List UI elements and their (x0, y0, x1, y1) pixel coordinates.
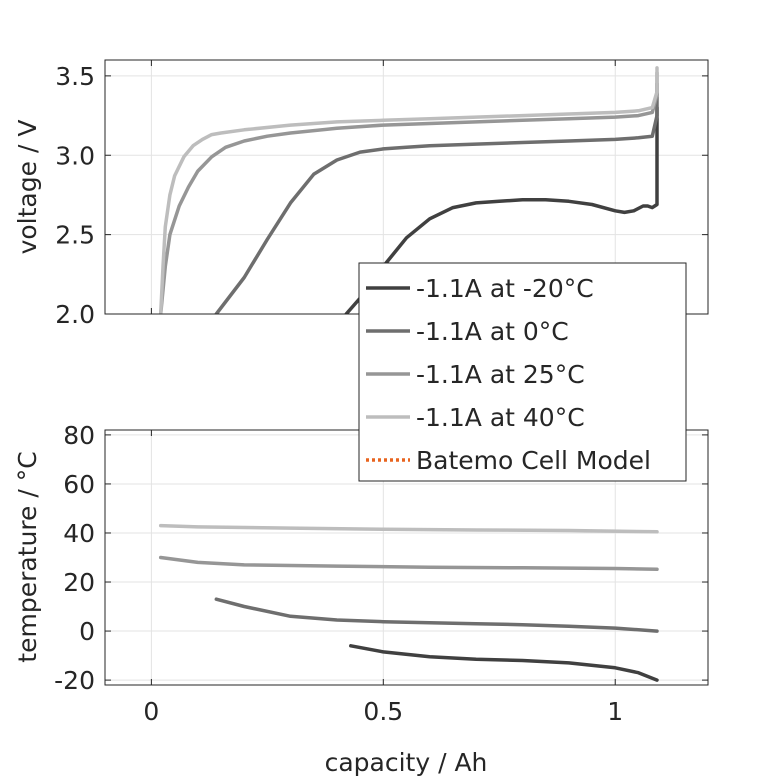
voltage-series (158, 66, 659, 314)
temperature-x-tick-label: 1 (607, 697, 623, 726)
temperature-y-tick-label: 0 (79, 617, 95, 646)
voltage-series-line-1-1a-at-0-c (214, 82, 659, 314)
legend-label: -1.1A at -20°C (416, 274, 594, 303)
temperature-y-tick-label: 60 (63, 470, 95, 499)
legend-label: Batemo Cell Model (416, 446, 651, 475)
legend: -1.1A at -20°C -1.1A at 0°C -1.1A at 25°C -… (358, 262, 687, 482)
capacity-axis-title: capacity / Ah (325, 748, 488, 777)
temperature-series (158, 523, 659, 682)
temperature-series-line-1-1a-at-25-c (158, 555, 659, 572)
voltage-y-tick-label: 2.5 (55, 221, 95, 250)
legend-label: -1.1A at 25°C (416, 360, 585, 389)
temperature-series-line-1-1a-at-0-c (214, 597, 659, 633)
temperature-series-line-1-1a-at-40-c (158, 523, 659, 534)
legend-box (358, 262, 687, 482)
voltage-series-line-1-1a-at-20-c (344, 105, 659, 314)
temperature-y-tick-label: 20 (63, 568, 95, 597)
temperature-axis-title: temperature / °C (13, 451, 42, 662)
temperature-y-tick-label: 80 (63, 421, 95, 450)
legend-label: -1.1A at 40°C (416, 403, 585, 432)
voltage-y-tick-label: 2.0 (55, 300, 95, 329)
temperature-y-tick-label: -20 (54, 666, 95, 695)
voltage-y-tick-label: 3.0 (55, 141, 95, 170)
temperature-x-tick-label: 0.5 (363, 697, 403, 726)
voltage-series-line-1-1a-at-40-c (158, 66, 659, 314)
temperature-y-tick-label: 40 (63, 519, 95, 548)
voltage-axis-title: voltage / V (13, 120, 42, 255)
voltage-ticks: 2.0 2.5 3.0 3.5 (55, 60, 708, 329)
temperature-x-tick-label: 0 (143, 697, 159, 726)
temperature-ticks: 0 0.5 1 -20 0 20 40 60 80 (54, 421, 708, 726)
voltage-y-tick-label: 3.5 (55, 62, 95, 91)
voltage-series-line-1-1a-at-25-c (158, 70, 659, 314)
temperature-series-line-1-1a-at-20-c (349, 644, 659, 682)
legend-label: -1.1A at 0°C (416, 317, 569, 346)
